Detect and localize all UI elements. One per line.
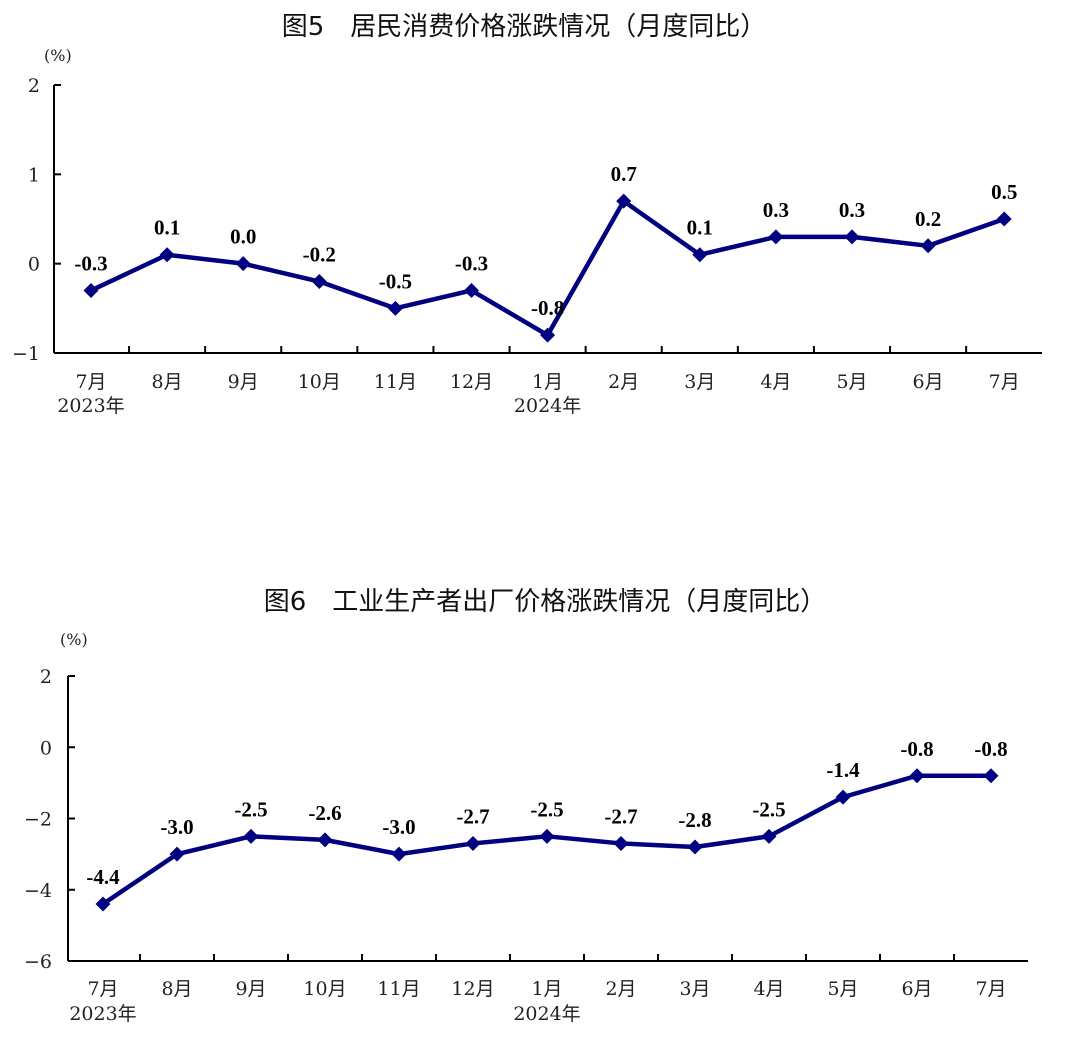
y-tick-label: −2: [24, 809, 52, 831]
data-label: -2.5: [530, 797, 563, 821]
data-label: -0.8: [900, 737, 933, 761]
data-point-marker: [317, 832, 333, 848]
data-label: -2.6: [308, 801, 341, 825]
data-label: -4.4: [86, 865, 120, 889]
x-tick-label: 11月: [377, 978, 420, 1000]
data-label: -0.3: [74, 251, 107, 275]
data-label: 0.1: [154, 216, 180, 240]
data-label: -0.5: [379, 269, 412, 293]
data-point-marker: [159, 247, 175, 263]
data-point-marker: [243, 828, 259, 844]
data-point-marker: [687, 839, 703, 855]
data-label: -0.3: [455, 251, 488, 275]
data-label: 0.1: [687, 216, 713, 240]
y-tick-label: 1: [28, 164, 40, 186]
x-year-label: 2024年: [514, 395, 581, 417]
data-point-marker: [235, 256, 251, 272]
data-point-marker: [835, 789, 851, 805]
y-tick-label: 2: [28, 75, 40, 97]
data-point-marker: [613, 835, 629, 851]
data-point-marker: [464, 282, 479, 298]
data-point-marker: [692, 247, 708, 263]
data-point-marker: [996, 211, 1012, 227]
y-unit-label: (%): [60, 630, 88, 649]
data-point-marker: [95, 896, 111, 912]
y-tick-label: −6: [24, 951, 52, 973]
data-point-marker: [311, 274, 327, 290]
x-tick-label: 10月: [303, 978, 346, 1000]
data-point-marker: [465, 835, 481, 851]
x-tick-label: 8月: [161, 978, 192, 1000]
data-label: -0.2: [303, 243, 336, 267]
y-tick-label: 0: [40, 737, 52, 759]
data-point-marker: [983, 768, 999, 784]
y-tick-label: 0: [28, 254, 40, 276]
x-tick-label: 6月: [913, 371, 944, 393]
chart-title: 图6 工业生产者出厂价格涨跌情况（月度同比）: [264, 587, 827, 617]
data-label: 0.0: [230, 225, 256, 249]
data-point-marker: [761, 828, 777, 844]
x-tick-label: 7月: [75, 371, 106, 393]
x-tick-label: 12月: [450, 371, 493, 393]
data-label: -0.8: [974, 737, 1007, 761]
data-point-marker: [920, 238, 936, 254]
x-tick-label: 5月: [836, 371, 867, 393]
data-point-marker: [540, 327, 556, 343]
y-tick-label: 2: [40, 666, 52, 688]
data-label: -3.0: [382, 815, 415, 839]
data-label: -0.8: [531, 296, 564, 320]
data-point-marker: [844, 229, 860, 245]
data-point-marker: [169, 846, 185, 862]
x-tick-label: 9月: [235, 978, 266, 1000]
data-point-marker: [391, 846, 407, 862]
x-tick-label: 3月: [679, 978, 710, 1000]
data-label: -2.5: [752, 797, 785, 821]
data-point-marker: [909, 768, 925, 784]
ppi-chart: 图6 工业生产者出厂价格涨跌情况（月度同比） (%) 2 0 −2 −4 −6 7月 202…: [24, 587, 1028, 1025]
data-label: 0.2: [915, 207, 941, 231]
x-tick-label: 9月: [228, 371, 259, 393]
data-point-marker: [768, 229, 784, 245]
data-label: 0.5: [991, 180, 1017, 204]
data-label: -2.8: [678, 808, 711, 832]
data-label: 0.3: [763, 198, 789, 222]
data-label: -3.0: [160, 815, 193, 839]
x-tick-label: 6月: [901, 978, 932, 1000]
chart-title: 图5 居民消费价格涨跌情况（月度同比）: [282, 12, 767, 42]
data-label: -2.7: [604, 804, 637, 828]
data-label: 0.3: [839, 198, 865, 222]
data-point-marker: [616, 193, 632, 209]
x-tick-label: 7月: [975, 978, 1006, 1000]
data-label: -2.5: [234, 797, 267, 821]
y-unit-label: (%): [44, 46, 72, 65]
x-year-label: 2023年: [57, 395, 124, 417]
y-tick-label: −4: [24, 880, 52, 902]
data-label: 0.7: [611, 162, 637, 186]
x-tick-label: 7月: [989, 371, 1020, 393]
data-label: -1.4: [826, 758, 860, 782]
data-point-marker: [539, 828, 555, 844]
x-tick-label: 10月: [298, 371, 341, 393]
x-tick-label: 2月: [605, 978, 636, 1000]
x-tick-label: 7月: [87, 978, 118, 1000]
data-point-marker: [387, 300, 403, 316]
x-tick-label: 12月: [451, 978, 494, 1000]
x-year-label: 2024年: [513, 1003, 580, 1025]
x-tick-label: 8月: [152, 371, 183, 393]
x-tick-label: 1月: [532, 371, 563, 393]
x-tick-label: 5月: [827, 978, 858, 1000]
x-year-label: 2023年: [69, 1003, 136, 1025]
x-tick-label: 4月: [753, 978, 784, 1000]
y-tick-label: −1: [12, 343, 40, 365]
x-tick-label: 1月: [531, 978, 562, 1000]
x-tick-label: 2月: [608, 371, 639, 393]
x-tick-label: 11月: [374, 371, 417, 393]
x-tick-label: 4月: [760, 371, 791, 393]
x-tick-label: 3月: [684, 371, 715, 393]
data-point-marker: [83, 282, 99, 298]
data-label: -2.7: [456, 804, 489, 828]
